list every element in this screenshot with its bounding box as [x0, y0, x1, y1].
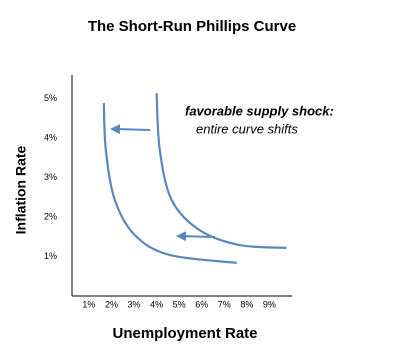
y-tick-label: 2% [44, 211, 57, 221]
x-tick-label: 3% [128, 299, 141, 309]
chart-title: The Short-Run Phillips Curve [88, 18, 296, 35]
y-tick-label: 1% [44, 251, 57, 261]
y-tick-label: 3% [44, 172, 57, 182]
annotation: favorable supply shock: [185, 103, 334, 118]
x-axis-label: Unemployment Rate [112, 325, 257, 342]
y-axis-label: Inflation Rate [13, 145, 29, 234]
x-tick-label: 6% [195, 299, 208, 309]
x-tick-label: 7% [218, 299, 231, 309]
shift-arrow [176, 231, 216, 242]
curve [102, 102, 237, 264]
x-tick-label: 9% [263, 299, 276, 309]
y-tick-label: 4% [44, 133, 57, 143]
x-tick-label: 8% [240, 299, 253, 309]
x-tick-label: 4% [150, 299, 163, 309]
x-tick-label: 5% [173, 299, 186, 309]
y-tick-label: 5% [44, 93, 57, 103]
annotation: entire curve shifts [196, 121, 298, 136]
x-tick-label: 1% [82, 299, 95, 309]
x-tick-label: 2% [105, 299, 118, 309]
curve [155, 93, 287, 249]
shift-arrow [110, 124, 151, 135]
